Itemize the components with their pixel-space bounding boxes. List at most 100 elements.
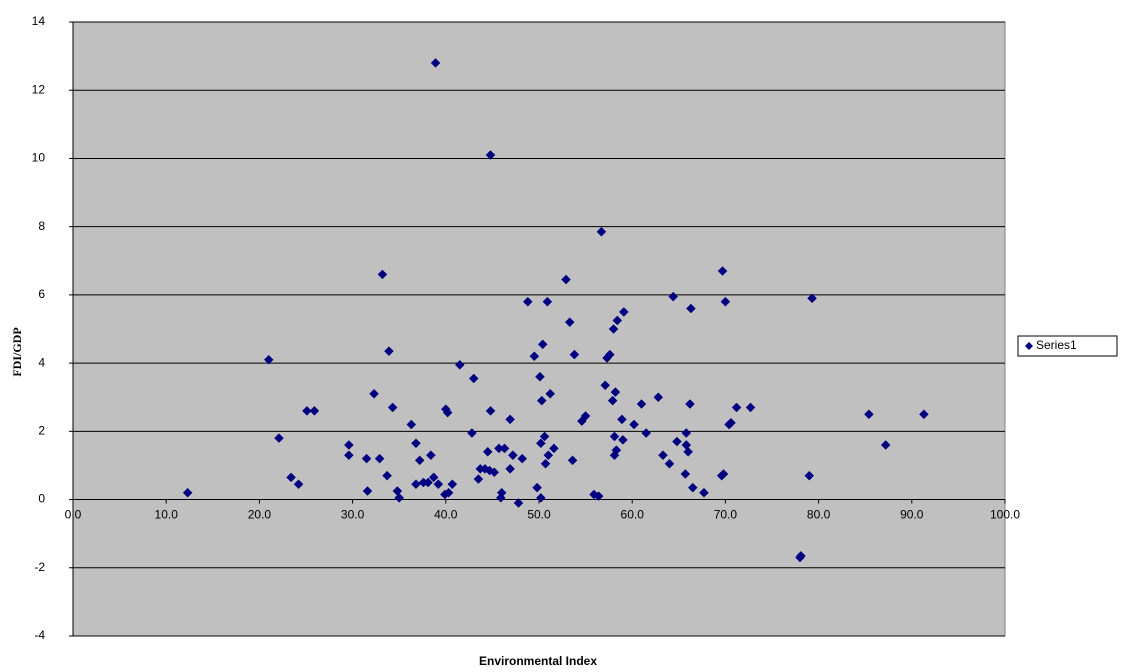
x-tick-label: 70.0 [714,508,738,522]
point [618,435,628,445]
point [496,487,507,498]
point [636,399,647,409]
point [726,417,736,428]
point [720,296,731,307]
point [600,380,611,391]
y-tick-label: 10 [32,151,46,165]
point [536,492,546,503]
point [536,395,547,406]
point [731,402,742,413]
point [489,467,500,478]
point [561,274,571,285]
point [796,550,806,561]
y-tick-label: -2 [34,560,45,574]
point [569,349,580,360]
point [374,453,385,464]
point [433,479,444,490]
point [542,296,553,307]
point [535,371,545,382]
point [672,436,682,447]
point [580,411,591,421]
legend-label: Series1 [1036,338,1077,352]
point [443,487,454,498]
legend-box [1017,335,1118,357]
point [718,469,729,479]
point [485,406,496,416]
y-tick-label: 0 [38,492,45,506]
point [411,438,421,449]
point [344,440,354,450]
plot-area [72,21,1006,637]
point [263,354,274,365]
point [536,438,546,449]
y-tick-label: 8 [38,219,45,233]
point [611,445,622,455]
point [309,406,320,416]
point [467,428,477,438]
point [609,431,620,442]
point [804,470,815,481]
point [658,450,668,461]
point [604,349,615,360]
point [499,443,510,454]
point [513,498,524,508]
y-axis-label: FDI/GDP [10,327,24,376]
point [717,266,728,276]
point [508,450,518,461]
x-tick-label: 50.0 [527,508,551,522]
y-tick-label: -4 [34,628,45,642]
point [414,455,425,466]
point [537,339,548,350]
x-tick-label: 90.0 [900,508,924,522]
y-tick-label: 6 [38,287,45,301]
point [880,440,891,450]
point [683,446,693,457]
point [384,346,394,357]
x-tick-label: 60.0 [621,508,645,522]
point [505,464,515,474]
point [685,399,695,409]
point [653,392,664,403]
point [608,324,619,334]
point [522,296,533,307]
point [617,414,627,425]
point [618,307,629,317]
point [286,472,296,483]
x-tick-label: 100.0 [990,508,1020,522]
point [540,458,551,469]
point [545,388,556,399]
x-tick-label: 10.0 [155,508,179,522]
x-tick-label: 20.0 [248,508,272,522]
point [596,226,607,237]
point [442,407,453,418]
point [394,492,405,503]
point [468,373,479,384]
point [447,479,458,490]
point [668,291,679,302]
point [610,387,621,397]
point [505,414,515,425]
point [473,474,484,484]
point [361,453,372,464]
point [529,351,540,362]
point [641,428,652,438]
point [680,469,691,479]
y-tick-label: 14 [32,14,46,28]
point [426,450,436,461]
point [454,359,465,370]
point [382,470,392,481]
point [377,269,388,280]
point [302,406,312,416]
point [406,419,417,430]
point [589,489,599,500]
y-tick-label: 2 [38,424,45,438]
x-tick-label: 40.0 [434,508,458,522]
point [428,472,439,483]
point [567,455,578,466]
point [607,395,618,406]
x-axis-label: Environmental Index [479,654,597,668]
legend-marker [1025,342,1033,350]
y-tick-label: 12 [32,82,46,96]
point [369,388,379,399]
